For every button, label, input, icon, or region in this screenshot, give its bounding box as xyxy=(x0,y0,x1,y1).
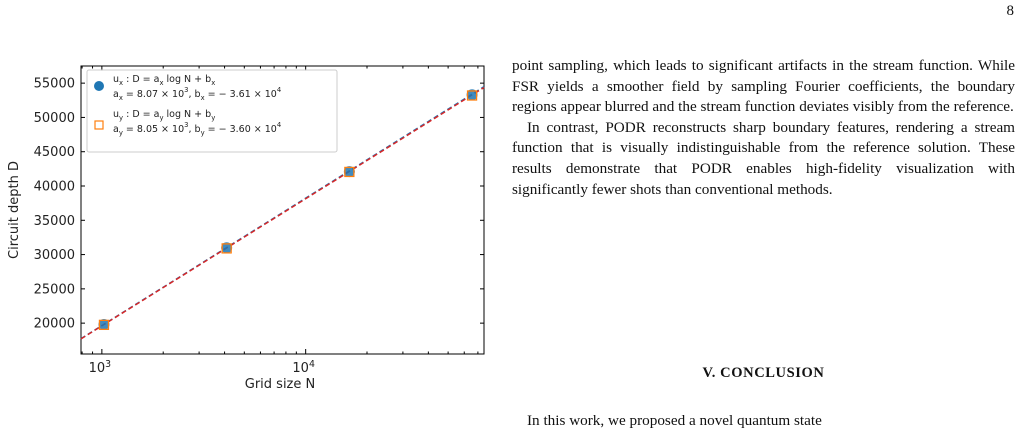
data-point-ux xyxy=(343,166,355,178)
page-number: 8 xyxy=(1006,3,1015,19)
data-point-uy xyxy=(221,243,232,254)
conclusion-paragraph: In this work, we proposed a novel quantu… xyxy=(527,412,822,429)
data-point-ux xyxy=(221,242,233,254)
legend-marker-uy xyxy=(94,120,104,130)
x-tick-label: 104​ xyxy=(292,359,315,376)
data-point-uy xyxy=(344,166,355,178)
x-axis-label: Grid size N xyxy=(245,377,315,392)
legend-marker-ux xyxy=(94,81,104,91)
data-point-ux xyxy=(466,89,478,101)
y-tick-label: 40000 xyxy=(34,180,75,195)
legend-uy-params: ay​ = 8.05 × 103​, by​ = − 3.60 × 104​ xyxy=(113,121,281,137)
paragraph-podr: In contrast, PODR reconstructs sharp bou… xyxy=(512,118,1015,198)
circuit-depth-chart: 20000 25000 30000 35000 40000 45000 50000 55000… xyxy=(7,65,485,392)
legend-uy-equation: uy​ : D = ay​ log N + by​ xyxy=(113,109,215,122)
plot-frame xyxy=(80,65,485,355)
legend-ux-equation: ux​ : D = ax​ log N + bx​ xyxy=(113,74,215,87)
y-tick-label: 25000 xyxy=(34,282,75,297)
data-point-uy xyxy=(98,319,110,331)
y-tick-label: 35000 xyxy=(34,214,75,229)
paragraph-sampling: point sampling, which leads to significa… xyxy=(512,57,1015,116)
legend-box xyxy=(86,69,338,153)
y-tick-label: 45000 xyxy=(34,145,75,160)
section-heading: V. CONCLUSION xyxy=(702,365,825,381)
legend-ux-params: ax​ = 8.07 × 103​, bx​ = − 3.61 × 104​ xyxy=(113,86,281,102)
y-tick-label: 20000 xyxy=(34,317,75,332)
y-tick-label: 55000 xyxy=(34,77,75,92)
y-tick-label: 50000 xyxy=(34,111,75,126)
x-tick-label: 103​ xyxy=(89,359,112,376)
text-column: point sampling, which leads to significa… xyxy=(512,56,1015,200)
data-point-uy xyxy=(466,90,478,101)
y-axis-label: Circuit depth D xyxy=(7,161,22,259)
y-tick-label: 30000 xyxy=(34,248,75,263)
fit-line-uy xyxy=(80,86,485,340)
data-point-ux xyxy=(98,319,110,331)
circuit-depth-figure: 20000 25000 30000 35000 40000 45000 50000 55000… xyxy=(0,60,495,395)
